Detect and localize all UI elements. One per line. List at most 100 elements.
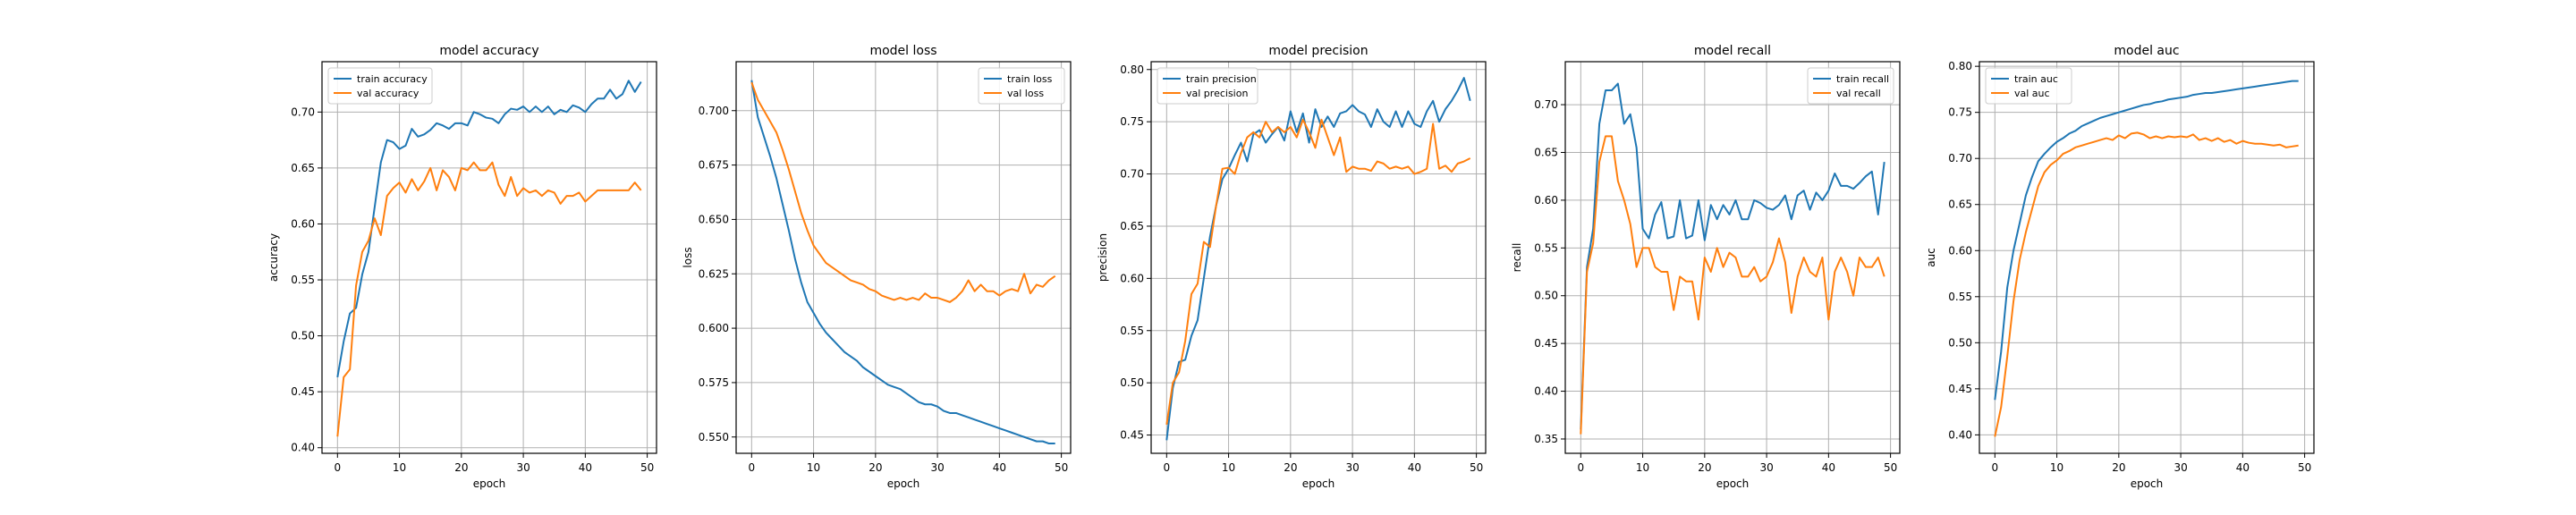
legend-entry: val precision: [1186, 88, 1248, 99]
y-tick-label: 0.70: [1120, 168, 1144, 181]
legend-entry: train accuracy: [357, 73, 428, 85]
x-tick-label: 0: [1577, 461, 1584, 474]
x-axis-label: epoch: [2131, 477, 2164, 490]
legend-box: [978, 67, 1065, 105]
chart-title: model loss: [869, 44, 936, 58]
y-tick-label: 0.50: [291, 330, 315, 342]
plot-frame: [1150, 61, 1487, 454]
y-tick-label: 0.60: [1534, 194, 1558, 207]
y-tick-label: 0.80: [1120, 63, 1144, 76]
plot-frame: [1979, 61, 2315, 454]
y-tick-label: 0.45: [1120, 429, 1144, 442]
x-tick-label: 30: [516, 461, 530, 474]
x-tick-label: 10: [2050, 461, 2063, 474]
legend-entry: val auc: [2014, 88, 2050, 99]
y-tick-label: 0.65: [1120, 220, 1144, 232]
x-tick-label: 0: [748, 461, 755, 474]
x-axis-label: epoch: [473, 477, 506, 490]
y-tick-label: 0.45: [1948, 383, 1972, 395]
x-tick-label: 50: [1884, 461, 1897, 474]
y-tick-label: 0.45: [1534, 337, 1558, 350]
y-tick-label: 0.40: [291, 442, 315, 454]
series-line-val-precision: [1165, 118, 1471, 426]
y-tick-label: 0.40: [1534, 385, 1558, 398]
x-tick-label: 30: [1759, 461, 1773, 474]
y-tick-label: 0.70: [1534, 98, 1558, 111]
chart-title: model precision: [1268, 44, 1368, 58]
plot-frame: [735, 61, 1072, 454]
y-tick-label: 0.70: [1948, 152, 1972, 165]
y-tick-label: 0.625: [699, 267, 729, 280]
y-tick-label: 0.55: [1120, 325, 1144, 337]
y-tick-label: 0.55: [291, 274, 315, 286]
x-tick-label: 0: [334, 461, 341, 474]
y-axis-label: loss: [682, 247, 694, 267]
chart-panel-model-precision: 0 10 20 30 40 50 0.45 0.50 0.55 0.60 0.65 0.70 0.75 0…: [1097, 44, 1487, 490]
x-tick-label: 10: [1222, 461, 1235, 474]
chart-panel-model-auc: 0 10 20 30 40 50 0.40 0.45 0.50 0.55 0.60 0.65 0.70 0…: [1925, 44, 2315, 490]
y-tick-label: 0.575: [699, 376, 729, 389]
series-line-val-loss: [750, 81, 1056, 303]
series-line-train-accuracy: [336, 80, 642, 378]
x-tick-label: 40: [1408, 461, 1421, 474]
y-tick-label: 0.35: [1534, 433, 1558, 445]
y-tick-label: 0.650: [699, 213, 729, 225]
legend-box: [1985, 67, 2072, 105]
legend: train auc val auc: [1985, 67, 2072, 105]
legend: train recall val recall: [1807, 67, 1894, 105]
x-axis-label: epoch: [1302, 477, 1335, 490]
x-tick-label: 40: [2236, 461, 2250, 474]
x-axis-label: epoch: [887, 477, 920, 490]
plot-frame: [321, 61, 657, 454]
y-tick-label: 0.55: [1534, 241, 1558, 254]
chart-title: model recall: [1694, 44, 1771, 58]
legend-entry: train auc: [2014, 73, 2058, 85]
series-line-train-loss: [750, 80, 1055, 445]
x-tick-label: 20: [454, 461, 468, 474]
x-tick-label: 50: [640, 461, 654, 474]
series-line-train-auc: [1994, 80, 2299, 401]
y-tick-label: 0.55: [1948, 291, 1972, 303]
y-tick-label: 0.75: [1948, 106, 1972, 119]
x-tick-label: 50: [2298, 461, 2311, 474]
x-tick-label: 30: [2174, 461, 2187, 474]
x-tick-label: 50: [1055, 461, 1068, 474]
series-line-val-recall: [1580, 135, 1885, 435]
plot-frame: [1564, 61, 1901, 454]
y-tick-label: 0.60: [1948, 244, 1972, 257]
legend: train accuracy val accuracy: [327, 67, 433, 105]
x-tick-label: 40: [993, 461, 1006, 474]
x-tick-label: 50: [1470, 461, 1483, 474]
series-line-val-accuracy: [336, 161, 642, 437]
legend-entry: val recall: [1836, 88, 1881, 99]
y-tick-label: 0.65: [1534, 146, 1558, 158]
x-tick-label: 20: [2112, 461, 2125, 474]
x-axis-label: epoch: [1716, 477, 1750, 490]
y-tick-label: 0.65: [291, 162, 315, 174]
y-tick-label: 0.60: [1120, 272, 1144, 284]
y-axis-label: auc: [1925, 248, 1937, 267]
legend-entry: val accuracy: [357, 88, 419, 99]
y-tick-label: 0.65: [1948, 198, 1972, 211]
y-tick-label: 0.45: [291, 385, 315, 398]
y-tick-label: 0.50: [1120, 376, 1144, 389]
x-tick-label: 20: [869, 461, 882, 474]
chart-panel-model-loss: 0 10 20 30 40 50 0.550 0.575 0.600 0.625 0.650 0.67…: [682, 44, 1072, 490]
legend-entry: train recall: [1836, 73, 1889, 85]
x-tick-label: 0: [1163, 461, 1170, 474]
legend-box: [1807, 67, 1894, 105]
chart-panel-model-accuracy: 0 10 20 30 40 50 0.40 0.45 0.50 0.55 0.60 0.65 0.70 m…: [267, 44, 657, 490]
legend: train precision val precision: [1157, 67, 1258, 105]
chart-title: model auc: [2114, 44, 2179, 58]
y-tick-label: 0.60: [291, 217, 315, 230]
y-tick-label: 0.675: [699, 159, 729, 172]
x-tick-label: 10: [393, 461, 406, 474]
legend-box: [327, 67, 433, 105]
chart-title: model accuracy: [439, 44, 538, 58]
legend-box: [1157, 67, 1258, 105]
chart-panel-model-recall: 0 10 20 30 40 50 0.35 0.40 0.45 0.50 0.55 0.60 0.65 0…: [1511, 44, 1901, 490]
legend-entry: train loss: [1007, 73, 1053, 85]
x-tick-label: 30: [930, 461, 944, 474]
x-tick-label: 10: [807, 461, 820, 474]
